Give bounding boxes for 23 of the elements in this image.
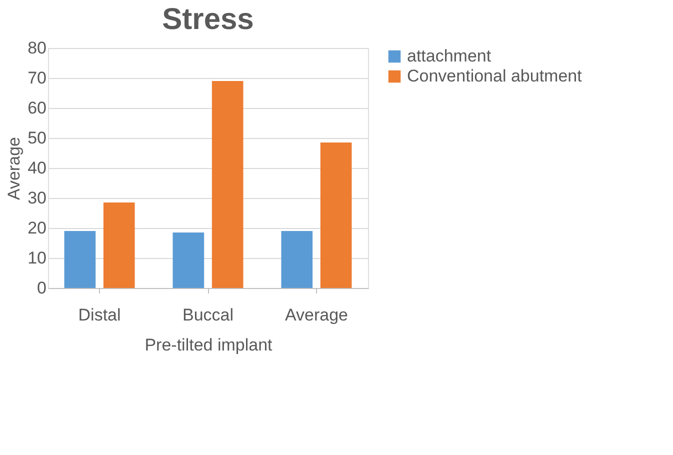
bar	[281, 231, 313, 288]
x-tick-label: Distal	[78, 306, 121, 324]
y-axis-title: Average	[4, 136, 24, 200]
y-tick-label: 40	[28, 158, 46, 178]
chart-title: Stress	[162, 3, 254, 36]
x-tick-label: Buccal	[182, 306, 234, 324]
y-tick-label: 60	[28, 98, 46, 118]
bar	[320, 142, 352, 288]
y-tick-label: 10	[28, 248, 46, 268]
legend-label: attachment	[407, 46, 492, 66]
x-axis-title: Pre-tilted implant	[144, 336, 273, 354]
y-tick-label: 80	[28, 38, 46, 58]
y-tick-label: 20	[28, 218, 46, 238]
bar	[64, 231, 96, 288]
y-tick-label: 70	[28, 68, 46, 88]
legend-label: Conventional abutment	[407, 66, 582, 86]
y-tick-label: 30	[28, 188, 46, 208]
x-tick-label: Average	[284, 306, 348, 324]
bar	[212, 81, 244, 288]
bar	[103, 202, 135, 288]
y-tick-label: 0	[37, 278, 46, 298]
y-tick-label: 50	[28, 128, 46, 148]
bar	[172, 232, 204, 288]
